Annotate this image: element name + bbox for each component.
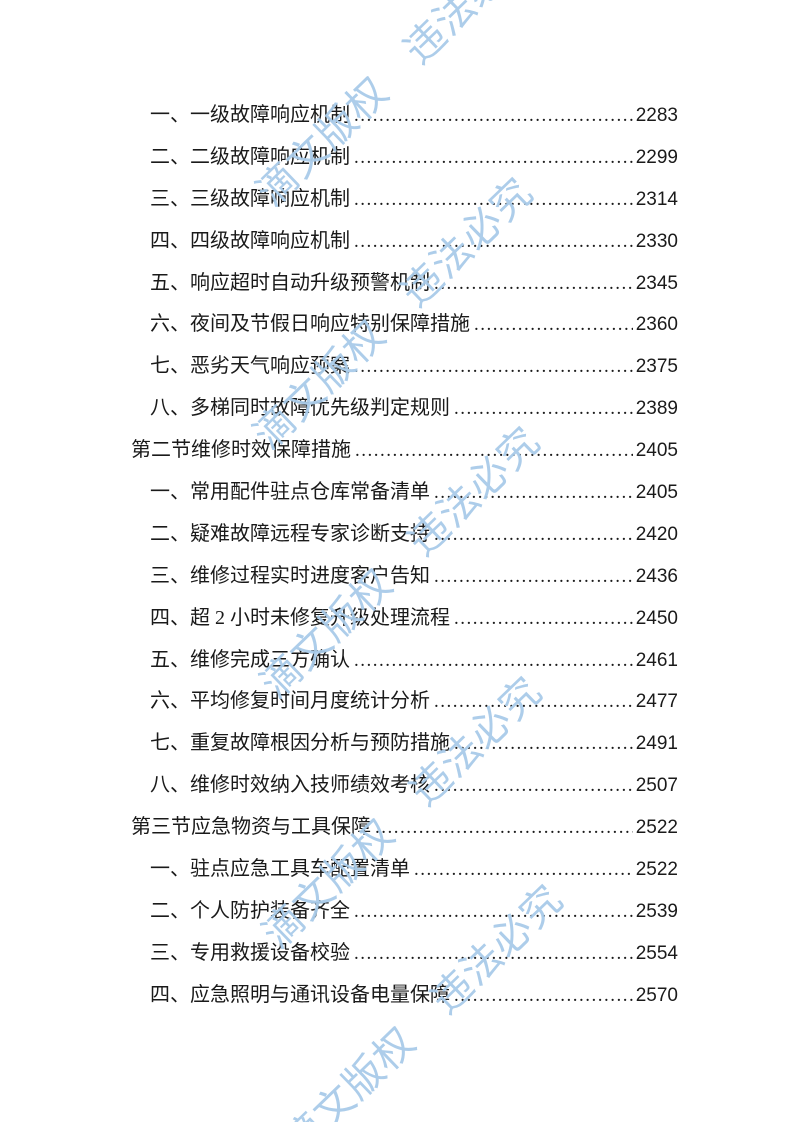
toc-entry[interactable]: 二、二级故障响应机制 .............................… [0,137,793,179]
table-of-contents: 一、一级故障响应机制 .............................… [0,95,793,1017]
toc-entry[interactable]: 二、疑难故障远程专家诊断支持 .........................… [0,514,793,556]
toc-entry-page: 2330 [635,230,678,252]
toc-entry[interactable]: 三、专用救援设备校验 .............................… [0,933,793,975]
toc-entry-label: 第三节应急物资与工具保障 [131,816,371,839]
toc-entry-page: 2507 [635,775,678,797]
toc-leader-dots: ........................................… [354,230,633,252]
toc-entry-label: 二、疑难故障远程专家诊断支持 [150,522,430,545]
toc-entry-label: 四、四级故障响应机制 [150,229,350,252]
toc-entry[interactable]: 四、应急照明与通讯设备电量保障 ........................… [0,975,793,1017]
toc-entry[interactable]: 六、平均修复时间月度统计分析 .........................… [0,681,793,723]
toc-entry[interactable]: 四、四级故障响应机制 .............................… [0,221,793,263]
toc-leader-dots: ........................................… [434,691,633,713]
toc-entry-label: 二、个人防护装备齐全 [150,899,350,922]
toc-entry-label: 八、多梯同时故障优先级判定规则 [150,397,450,420]
toc-entry[interactable]: 第三节应急物资与工具保障 ...........................… [0,807,793,849]
toc-entry-label: 三、三级故障响应机制 [150,187,350,210]
toc-entry-page: 2477 [635,691,678,713]
toc-leader-dots: ........................................… [434,523,633,545]
toc-entry[interactable]: 八、维修时效纳入技师绩效考核 .........................… [0,765,793,807]
toc-entry[interactable]: 五、维修完成三方确认 .............................… [0,640,793,682]
toc-entry[interactable]: 三、三级故障响应机制 .............................… [0,179,793,221]
toc-entry-label: 七、重复故障根因分析与预防措施 [150,732,450,755]
toc-entry[interactable]: 一、常用配件驻点仓库常备清单 .........................… [0,472,793,514]
toc-leader-dots: ........................................… [354,105,633,126]
toc-entry[interactable]: 六、夜间及节假日响应特别保障措施 .......................… [0,304,793,346]
toc-entry-label: 五、响应超时自动升级预警机制 [150,271,430,294]
toc-entry[interactable]: 四、超 2 小时未修复升级处理流程 ......................… [0,598,793,640]
toc-entry[interactable]: 二、个人防护装备齐全 .............................… [0,891,793,933]
toc-entry-label: 八、维修时效纳入技师绩效考核 [150,774,430,797]
toc-leader-dots: ........................................… [354,942,633,964]
toc-leader-dots: ........................................… [355,440,633,462]
toc-entry-page: 2389 [635,398,678,420]
toc-entry-page: 2522 [635,859,678,881]
toc-entry[interactable]: 一、一级故障响应机制 .............................… [0,95,793,137]
toc-entry[interactable]: 八、多梯同时故障优先级判定规则 ........................… [0,388,793,430]
toc-entry-page: 2570 [635,984,678,1006]
toc-entry-page: 2345 [635,272,678,294]
toc-entry-page: 2420 [635,523,678,545]
toc-leader-dots: ........................................… [354,649,633,671]
toc-entry-label: 四、超 2 小时未修复升级处理流程 [150,606,450,629]
toc-entry[interactable]: 五、响应超时自动升级预警机制 .........................… [0,263,793,305]
toc-entry[interactable]: 第二节维修时效保障措施 ............................… [0,430,793,472]
toc-entry-page: 2360 [635,314,678,336]
toc-entry-page: 2522 [635,817,678,839]
toc-leader-dots: ........................................… [454,733,633,755]
toc-leader-dots: ........................................… [454,607,633,629]
toc-entry-label: 六、平均修复时间月度统计分析 [150,690,430,713]
toc-entry-label: 一、驻点应急工具车配置清单 [150,858,410,881]
toc-leader-dots: ........................................… [454,398,633,420]
toc-entry[interactable]: 一、驻点应急工具车配置清单 ..........................… [0,849,793,891]
toc-leader-dots: ........................................… [474,314,633,336]
toc-entry-label: 二、二级故障响应机制 [150,145,350,168]
toc-entry-page: 2405 [635,440,678,462]
toc-entry-label: 一、一级故障响应机制 [150,104,350,126]
toc-entry-label: 六、夜间及节假日响应特别保障措施 [150,313,470,336]
toc-entry-page: 2491 [635,733,678,755]
toc-leader-dots: ........................................… [354,356,633,378]
toc-entry-label: 七、恶劣天气响应预案 [150,355,350,378]
toc-entry-label: 四、应急照明与通讯设备电量保障 [150,983,450,1006]
toc-entry-page: 2436 [635,565,678,587]
toc-entry-page: 2539 [635,900,678,922]
toc-entry[interactable]: 三、维修过程实时进度客户告知 .........................… [0,556,793,598]
toc-entry-page: 2461 [635,649,678,671]
toc-entry-page: 2405 [635,482,678,504]
toc-entry-page: 2299 [635,146,678,168]
toc-entry-page: 2314 [635,188,678,210]
toc-leader-dots: ........................................… [434,565,633,587]
toc-leader-dots: ........................................… [434,272,633,294]
toc-entry-label: 一、常用配件驻点仓库常备清单 [150,481,430,504]
toc-leader-dots: ........................................… [434,775,633,797]
toc-entry-page: 2375 [635,356,678,378]
toc-entry-label: 五、维修完成三方确认 [150,648,350,671]
toc-entry-page: 2450 [635,607,678,629]
toc-entry[interactable]: 七、恶劣天气响应预案 .............................… [0,346,793,388]
toc-leader-dots: ........................................… [354,188,633,210]
toc-entry-label: 三、维修过程实时进度客户告知 [150,564,430,587]
toc-leader-dots: ........................................… [414,859,633,881]
toc-leader-dots: ........................................… [434,482,633,504]
toc-leader-dots: ........................................… [454,984,633,1006]
toc-leader-dots: ........................................… [354,146,633,168]
toc-entry-page: 2554 [635,942,678,964]
toc-entry-label: 三、专用救援设备校验 [150,941,350,964]
toc-entry-page: 2283 [635,105,678,126]
toc-entry-label: 第二节维修时效保障措施 [131,439,351,462]
toc-entry[interactable]: 七、重复故障根因分析与预防措施 ........................… [0,723,793,765]
toc-leader-dots: ........................................… [375,817,633,839]
toc-leader-dots: ........................................… [354,900,633,922]
